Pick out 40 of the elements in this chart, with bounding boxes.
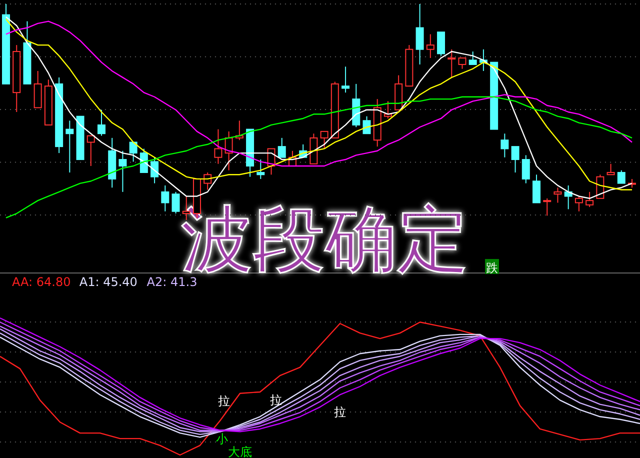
candlestick bbox=[426, 34, 434, 58]
candlestick bbox=[362, 116, 371, 134]
candlestick bbox=[320, 130, 328, 150]
candlestick bbox=[532, 174, 541, 204]
candlestick bbox=[278, 137, 286, 158]
candlestick bbox=[150, 156, 159, 184]
candlestick bbox=[161, 184, 170, 212]
candlestick bbox=[458, 58, 466, 70]
candlestick bbox=[586, 191, 594, 208]
candlestick bbox=[129, 142, 138, 162]
annotation: 拉 bbox=[334, 405, 346, 419]
candlestick bbox=[342, 66, 350, 94]
candlestick bbox=[214, 128, 222, 164]
candlestick bbox=[97, 109, 106, 136]
annotation: 拉 bbox=[270, 393, 282, 407]
candlestick bbox=[468, 51, 477, 65]
candlestick bbox=[522, 154, 530, 184]
text: AA: 64.80 bbox=[12, 275, 71, 289]
annotation: 小 bbox=[216, 432, 228, 446]
annotation: 大底 bbox=[228, 445, 252, 458]
candlestick bbox=[574, 196, 583, 212]
candlestick bbox=[204, 172, 212, 190]
candlestick bbox=[437, 32, 446, 56]
candlestick bbox=[416, 4, 424, 65]
candlestick bbox=[172, 191, 180, 214]
candlestick bbox=[118, 150, 127, 192]
candlestick bbox=[66, 120, 74, 173]
candlestick bbox=[617, 170, 626, 184]
candlestick bbox=[606, 163, 615, 176]
candlestick bbox=[511, 146, 520, 173]
candlestick bbox=[384, 100, 392, 119]
text: A1: 45.40 bbox=[79, 275, 138, 289]
candlestick bbox=[448, 48, 456, 78]
candlestick bbox=[34, 70, 42, 108]
candlestick bbox=[86, 135, 95, 166]
candlestick bbox=[554, 187, 562, 204]
candlestick bbox=[500, 133, 509, 158]
annotation: 拉 bbox=[218, 394, 230, 408]
candlestick bbox=[256, 159, 265, 180]
candlestick bbox=[543, 198, 552, 216]
